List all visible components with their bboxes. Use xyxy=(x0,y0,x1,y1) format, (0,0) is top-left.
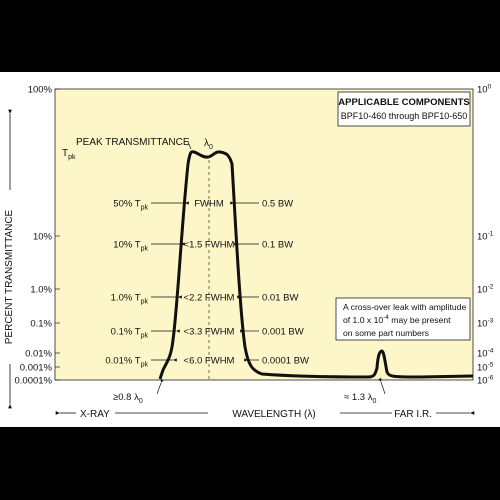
components-title: APPLICABLE COMPONENTS xyxy=(338,97,469,108)
level-bandwidth: 0.0001 BW xyxy=(262,356,309,367)
transmittance-curve xyxy=(158,150,474,380)
right-marker-arrow xyxy=(378,377,386,395)
chart: PERCENT TRANSMITTANCE X-RAY WAVELENGTH (… xyxy=(4,84,494,421)
level-bandwidth: 0.001 BW xyxy=(262,327,304,338)
tpk-label: Tpk xyxy=(62,148,76,161)
x-right-label: FAR I.R. xyxy=(394,409,432,420)
level-percent: 0.1% Tpk xyxy=(111,327,149,340)
y-tick-left: 100% xyxy=(28,85,53,96)
level-bandwidth: 0.5 BW xyxy=(262,199,293,210)
level-bandwidth: 0.01 BW xyxy=(262,293,298,304)
left-wavelength-marker: ≥0.8 λ0 xyxy=(113,392,143,405)
y-tick-right: 10-5 xyxy=(477,362,494,374)
leak-note-line3: on some part numbers xyxy=(343,328,429,338)
y-tick-left: 1.0% xyxy=(30,285,52,296)
y-tick-right: 10-4 xyxy=(477,348,494,360)
left-marker-arrow xyxy=(156,378,164,395)
y-tick-right: 10-3 xyxy=(477,318,494,330)
level-width: <6.0 FWHM xyxy=(184,356,235,367)
level-width: <3.3 FWHM xyxy=(184,327,235,338)
x-left-label: X-RAY xyxy=(80,409,110,420)
y-tick-left: 10% xyxy=(33,232,53,243)
x-axis-label: WAVELENGTH (λ) xyxy=(232,409,315,420)
y-tick-left: 0.001% xyxy=(20,363,53,374)
level-percent: 10% Tpk xyxy=(113,240,148,253)
level-width: <1.5 FWHM xyxy=(184,240,235,251)
leak-note-line1: A cross-over leak with amplitude xyxy=(343,302,466,312)
level-percent: 0.01% Tpk xyxy=(105,356,148,369)
peak-transmittance-label: PEAK TRANSMITTANCE xyxy=(76,137,190,148)
y-tick-right: 10-1 xyxy=(477,231,494,243)
level-width: <2.2 FWHM xyxy=(184,293,235,304)
y-axis-label: PERCENT TRANSMITTANCE xyxy=(4,209,15,344)
lambda0-label: λ0 xyxy=(204,138,213,151)
chart-panel: PERCENT TRANSMITTANCE X-RAY WAVELENGTH (… xyxy=(0,72,500,427)
level-percent: 50% Tpk xyxy=(113,199,148,212)
level-bandwidth: 0.1 BW xyxy=(262,240,293,251)
y-tick-left: 0.1% xyxy=(30,319,52,330)
y-tick-right: 10-6 xyxy=(477,375,494,387)
y-tick-left: 0.01% xyxy=(25,349,52,360)
peak-arrow xyxy=(187,141,192,150)
y-tick-right: 100 xyxy=(477,84,492,96)
y-tick-right: 10-2 xyxy=(477,284,494,296)
right-wavelength-marker: ≈ 1.3 λ0 xyxy=(344,392,376,405)
leak-note-box: A cross-over leak with amplitude of 1.0 … xyxy=(335,297,471,341)
components-text: BPF10-460 through BPF10-650 xyxy=(341,111,468,121)
level-width: FWHM xyxy=(194,199,224,210)
level-percent: 1.0% Tpk xyxy=(111,293,149,306)
leak-note-line2: of 1.0 x 10-4 may be present xyxy=(343,314,451,325)
components-box: APPLICABLE COMPONENTS BPF10-460 through … xyxy=(337,91,471,127)
y-tick-left: 0.0001% xyxy=(14,376,52,387)
